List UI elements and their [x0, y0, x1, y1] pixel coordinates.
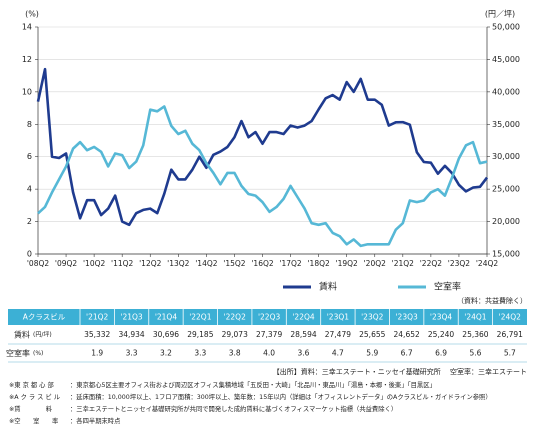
y2-tick-label: 15,000 [492, 250, 520, 259]
x-tick-label: '19Q2 [336, 259, 359, 268]
table-header-cell: '23Q3 [396, 313, 419, 322]
table-cell: 27,379 [256, 330, 282, 339]
table-cell: 5.7 [504, 349, 516, 358]
y2-tick-label: 50,000 [492, 23, 520, 32]
y-tick-label: 4 [27, 185, 32, 194]
table-cell: 30,696 [153, 330, 179, 339]
table-cell: 27,479 [325, 330, 351, 339]
table-header-cell: Aクラスビル [23, 313, 66, 322]
note-text: ：各四半期末時点 [70, 416, 120, 425]
x-tick-label: '10Q2 [83, 259, 106, 268]
table-header-cell: '21Q2 [86, 313, 109, 322]
note-text: ：延床面積：10,000坪以上、1フロア面積：300坪以上、築年数：15年以内（… [70, 392, 492, 401]
table-header-cell: '22Q1 [189, 313, 212, 322]
note-label: ※空 室 率 [9, 416, 58, 425]
table-cell: 24,652 [394, 330, 420, 339]
y-tick-label: 0 [27, 250, 32, 259]
x-tick-label: '09Q2 [55, 259, 78, 268]
y2-tick-label: 45,000 [492, 55, 520, 64]
table-cell: 6.7 [401, 349, 413, 358]
table-row-label: 賃料 [14, 330, 30, 340]
y-tick-label: 8 [27, 120, 32, 129]
table-row-unit: (%) [33, 350, 43, 357]
table-cell: 25,360 [462, 330, 488, 339]
table-row-label: 空室率 [6, 348, 30, 358]
x-tick-label: '16Q2 [251, 259, 274, 268]
table-cell: 3.3 [194, 349, 206, 358]
x-tick-label: '11Q2 [111, 259, 134, 268]
table-cell: 34,934 [118, 330, 144, 339]
x-tick-label: '21Q2 [392, 259, 415, 268]
x-tick-label: '12Q2 [139, 259, 162, 268]
legend-label: 空室率 [434, 281, 461, 293]
table-header-cell: '22Q2 [224, 313, 247, 322]
x-tick-label: '17Q2 [279, 259, 302, 268]
table-header-cell: '23Q4 [430, 313, 453, 322]
x-tick-label: '20Q2 [364, 259, 387, 268]
x-tick-label: '08Q2 [27, 259, 50, 268]
y2-tick-label: 20,000 [492, 217, 520, 226]
table-cell: 3.6 [298, 349, 310, 358]
x-tick-label: '24Q2 [476, 259, 499, 268]
table-row-unit: (円/坪) [33, 331, 52, 339]
table-cell: 5.6 [469, 349, 481, 358]
note-text: ：東京都心5区主要オフィス街および周辺区オフィス集積地域「五反田・大崎」「北品川… [70, 380, 436, 389]
table-cell: 1.9 [91, 349, 103, 358]
table-cell: 28,594 [290, 330, 316, 339]
table-cell: 35,332 [84, 330, 110, 339]
y-tick-label: 10 [22, 87, 32, 96]
y2-tick-label: 40,000 [492, 87, 520, 96]
note-text: ：三幸エステートとニッセイ基礎研究所が共同で開発した成約賃料に基づくオフィスマー… [70, 404, 397, 413]
table-cell: 25,655 [359, 330, 385, 339]
y-axis-label: (%) [25, 10, 39, 19]
table-caption: （資料：共益費除く） [457, 296, 527, 305]
table-cell: 4.0 [263, 349, 275, 358]
table-cell: 6.9 [435, 349, 447, 358]
y2-tick-label: 35,000 [492, 120, 520, 129]
table-cell: 29,185 [187, 330, 213, 339]
note-label: ※賃 料 [9, 404, 53, 413]
x-tick-label: '18Q2 [307, 259, 330, 268]
x-tick-label: '15Q2 [223, 259, 246, 268]
table-header-cell: '24Q1 [464, 313, 487, 322]
y-tick-label: 2 [27, 217, 32, 226]
line-series [37, 105, 488, 248]
table-cell: 3.2 [160, 349, 172, 358]
table-cell: 26,791 [497, 330, 523, 339]
x-tick-label: '22Q2 [420, 259, 443, 268]
table-header-cell: '21Q4 [155, 313, 178, 322]
table-header-cell: '22Q3 [258, 313, 281, 322]
axes [37, 27, 488, 255]
table-header-cell: '21Q3 [120, 313, 143, 322]
table-header-cell: '23Q2 [361, 313, 384, 322]
y-tick-label: 6 [27, 152, 32, 161]
y2-tick-label: 30,000 [492, 152, 520, 161]
table-cell: 4.7 [332, 349, 344, 358]
table-cell: 5.9 [366, 349, 378, 358]
y-tick-label: 14 [22, 23, 32, 32]
table-header-cell: '23Q1 [327, 313, 350, 322]
table-header-cell: '24Q2 [499, 313, 522, 322]
note-label: ※東 京 都 心 部 [9, 380, 54, 389]
x-tick-label: '14Q2 [195, 259, 218, 268]
table-cell: 3.3 [126, 349, 138, 358]
source: 【出所】資料：三幸エステート・ニッセイ基礎研究所 空室率：三幸エステート [273, 367, 527, 376]
y2-axis-label: (円／坪) [485, 10, 515, 19]
legend-label: 賃料 [319, 281, 337, 293]
note-label: ※A ク ラ ス ビ ル [9, 392, 60, 401]
table-cell: 25,240 [428, 330, 454, 339]
table-header-bg [8, 309, 527, 325]
line-series [36, 67, 489, 227]
x-tick-label: '13Q2 [167, 259, 190, 268]
table-header-cell: '22Q4 [292, 313, 315, 322]
y-tick-label: 12 [22, 55, 32, 64]
table-cell: 29,073 [222, 330, 248, 339]
y2-tick-label: 25,000 [492, 185, 520, 194]
table-cell: 3.8 [229, 349, 241, 358]
x-tick-label: '23Q2 [448, 259, 471, 268]
